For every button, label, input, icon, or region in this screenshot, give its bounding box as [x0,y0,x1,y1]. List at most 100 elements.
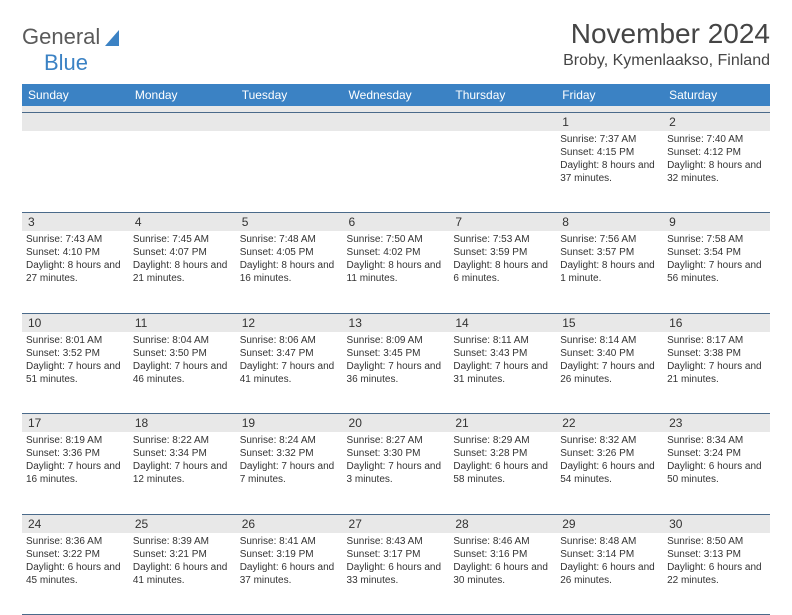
day-cell: Sunrise: 7:58 AMSunset: 3:54 PMDaylight:… [663,231,770,313]
day-number: 5 [236,213,343,232]
day-number [343,112,450,131]
day-cell: Sunrise: 7:40 AMSunset: 4:12 PMDaylight:… [663,131,770,213]
daylight-text: Daylight: 6 hours and 30 minutes. [453,561,552,587]
day-cell: Sunrise: 8:22 AMSunset: 3:34 PMDaylight:… [129,432,236,514]
title-block: November 2024 Broby, Kymenlaakso, Finlan… [563,18,770,70]
weekday-header: Wednesday [343,84,450,106]
sunset-text: Sunset: 3:59 PM [453,246,552,259]
day-cell: Sunrise: 8:19 AMSunset: 3:36 PMDaylight:… [22,432,129,514]
daynum-row: 24252627282930 [22,514,770,533]
day-number: 21 [449,414,556,433]
day-cell [129,131,236,213]
daylight-text: Daylight: 8 hours and 6 minutes. [453,259,552,285]
day-cell: Sunrise: 7:37 AMSunset: 4:15 PMDaylight:… [556,131,663,213]
weekday-header: Saturday [663,84,770,106]
day-number: 11 [129,313,236,332]
day-content-row: Sunrise: 7:43 AMSunset: 4:10 PMDaylight:… [22,231,770,313]
day-cell: Sunrise: 8:48 AMSunset: 3:14 PMDaylight:… [556,533,663,615]
daylight-text: Daylight: 6 hours and 41 minutes. [133,561,232,587]
day-number: 24 [22,514,129,533]
day-cell: Sunrise: 7:48 AMSunset: 4:05 PMDaylight:… [236,231,343,313]
sunrise-text: Sunrise: 8:34 AM [667,434,766,447]
sunrise-text: Sunrise: 8:19 AM [26,434,125,447]
daylight-text: Daylight: 6 hours and 54 minutes. [560,460,659,486]
daynum-row: 3456789 [22,213,770,232]
header: General Blue November 2024 Broby, Kymenl… [22,18,770,76]
sunset-text: Sunset: 3:47 PM [240,347,339,360]
day-number: 18 [129,414,236,433]
sunrise-text: Sunrise: 8:04 AM [133,334,232,347]
day-number: 15 [556,313,663,332]
day-cell: Sunrise: 8:17 AMSunset: 3:38 PMDaylight:… [663,332,770,414]
day-cell: Sunrise: 8:24 AMSunset: 3:32 PMDaylight:… [236,432,343,514]
sunrise-text: Sunrise: 8:06 AM [240,334,339,347]
day-cell: Sunrise: 8:32 AMSunset: 3:26 PMDaylight:… [556,432,663,514]
day-cell: Sunrise: 7:56 AMSunset: 3:57 PMDaylight:… [556,231,663,313]
daylight-text: Daylight: 8 hours and 1 minute. [560,259,659,285]
sunrise-text: Sunrise: 8:29 AM [453,434,552,447]
sunset-text: Sunset: 3:32 PM [240,447,339,460]
day-number [129,112,236,131]
sunset-text: Sunset: 3:50 PM [133,347,232,360]
logo-sail-icon [105,30,123,46]
sunset-text: Sunset: 3:38 PM [667,347,766,360]
daylight-text: Daylight: 6 hours and 37 minutes. [240,561,339,587]
day-number: 28 [449,514,556,533]
day-content-row: Sunrise: 8:01 AMSunset: 3:52 PMDaylight:… [22,332,770,414]
sunrise-text: Sunrise: 8:50 AM [667,535,766,548]
sunset-text: Sunset: 3:24 PM [667,447,766,460]
daylight-text: Daylight: 8 hours and 21 minutes. [133,259,232,285]
day-number: 9 [663,213,770,232]
day-number: 6 [343,213,450,232]
day-cell [22,131,129,213]
weekday-header: Friday [556,84,663,106]
sunset-text: Sunset: 3:30 PM [347,447,446,460]
sunset-text: Sunset: 3:26 PM [560,447,659,460]
day-number: 29 [556,514,663,533]
sunset-text: Sunset: 3:21 PM [133,548,232,561]
day-number [22,112,129,131]
sunrise-text: Sunrise: 7:53 AM [453,233,552,246]
daynum-row: 10111213141516 [22,313,770,332]
weekday-header: Thursday [449,84,556,106]
day-cell: Sunrise: 7:45 AMSunset: 4:07 PMDaylight:… [129,231,236,313]
daylight-text: Daylight: 7 hours and 36 minutes. [347,360,446,386]
sunset-text: Sunset: 4:10 PM [26,246,125,259]
day-cell: Sunrise: 8:04 AMSunset: 3:50 PMDaylight:… [129,332,236,414]
day-number: 17 [22,414,129,433]
day-number: 3 [22,213,129,232]
sunrise-text: Sunrise: 7:56 AM [560,233,659,246]
logo-part2: Blue [44,50,88,75]
day-number [449,112,556,131]
day-number: 13 [343,313,450,332]
sunset-text: Sunset: 4:12 PM [667,146,766,159]
calendar-table: SundayMondayTuesdayWednesdayThursdayFrid… [22,84,770,615]
sunset-text: Sunset: 3:22 PM [26,548,125,561]
sunrise-text: Sunrise: 7:37 AM [560,133,659,146]
logo: General Blue [22,18,123,76]
daylight-text: Daylight: 8 hours and 11 minutes. [347,259,446,285]
sunrise-text: Sunrise: 8:01 AM [26,334,125,347]
daylight-text: Daylight: 7 hours and 46 minutes. [133,360,232,386]
day-cell: Sunrise: 7:43 AMSunset: 4:10 PMDaylight:… [22,231,129,313]
daylight-text: Daylight: 7 hours and 41 minutes. [240,360,339,386]
day-cell: Sunrise: 8:39 AMSunset: 3:21 PMDaylight:… [129,533,236,615]
day-number: 16 [663,313,770,332]
day-content-row: Sunrise: 8:19 AMSunset: 3:36 PMDaylight:… [22,432,770,514]
sunset-text: Sunset: 3:17 PM [347,548,446,561]
sunset-text: Sunset: 4:15 PM [560,146,659,159]
daylight-text: Daylight: 7 hours and 26 minutes. [560,360,659,386]
sunrise-text: Sunrise: 8:09 AM [347,334,446,347]
day-cell: Sunrise: 8:06 AMSunset: 3:47 PMDaylight:… [236,332,343,414]
sunset-text: Sunset: 3:43 PM [453,347,552,360]
day-number: 30 [663,514,770,533]
weekday-header-row: SundayMondayTuesdayWednesdayThursdayFrid… [22,84,770,106]
daylight-text: Daylight: 7 hours and 3 minutes. [347,460,446,486]
sunset-text: Sunset: 3:52 PM [26,347,125,360]
daylight-text: Daylight: 8 hours and 32 minutes. [667,159,766,185]
sunrise-text: Sunrise: 8:32 AM [560,434,659,447]
location: Broby, Kymenlaakso, Finland [563,52,770,70]
daylight-text: Daylight: 7 hours and 51 minutes. [26,360,125,386]
sunrise-text: Sunrise: 8:43 AM [347,535,446,548]
day-cell: Sunrise: 8:50 AMSunset: 3:13 PMDaylight:… [663,533,770,615]
